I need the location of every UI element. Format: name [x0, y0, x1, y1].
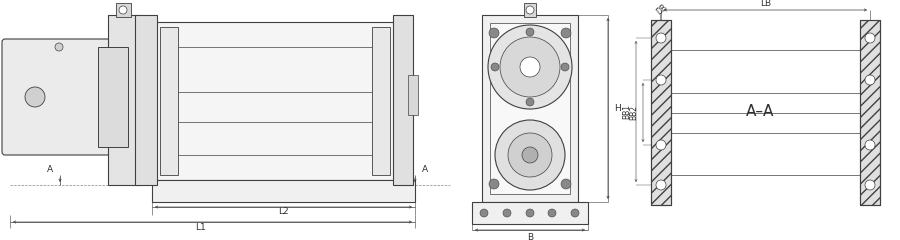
Text: BB1: BB1: [622, 104, 631, 119]
Bar: [155, 22, 395, 180]
Circle shape: [571, 209, 579, 217]
Circle shape: [561, 63, 569, 71]
Circle shape: [526, 209, 534, 217]
Circle shape: [480, 209, 488, 217]
Circle shape: [520, 57, 540, 77]
Circle shape: [656, 140, 666, 150]
Bar: [135, 15, 157, 185]
Circle shape: [865, 180, 875, 190]
Text: A: A: [422, 166, 428, 174]
Circle shape: [500, 37, 560, 97]
Text: LB: LB: [760, 0, 771, 8]
Circle shape: [25, 87, 45, 107]
Circle shape: [548, 209, 556, 217]
Circle shape: [526, 28, 534, 36]
Circle shape: [561, 179, 571, 189]
Bar: [524, 3, 536, 17]
Circle shape: [489, 179, 499, 189]
Circle shape: [55, 43, 63, 51]
Text: L1: L1: [194, 223, 205, 233]
Bar: [490, 23, 570, 194]
Circle shape: [489, 28, 499, 38]
Circle shape: [488, 25, 572, 109]
Circle shape: [508, 133, 552, 177]
Circle shape: [561, 28, 571, 38]
Circle shape: [865, 140, 875, 150]
Bar: [651, 20, 671, 205]
Circle shape: [495, 120, 565, 190]
Circle shape: [526, 98, 534, 106]
Circle shape: [522, 147, 538, 163]
Circle shape: [526, 6, 534, 14]
Circle shape: [119, 6, 127, 14]
Text: A–A: A–A: [746, 104, 774, 120]
Bar: [152, 180, 415, 202]
Bar: [98, 47, 128, 147]
Bar: [860, 20, 880, 205]
Circle shape: [491, 63, 499, 71]
Circle shape: [503, 209, 511, 217]
Bar: [108, 15, 140, 185]
Bar: [372, 27, 390, 175]
Bar: [860, 20, 880, 205]
FancyBboxPatch shape: [2, 39, 116, 155]
Bar: [651, 20, 671, 205]
Text: BB2: BB2: [629, 105, 638, 120]
Text: DB: DB: [655, 3, 670, 17]
Bar: [116, 3, 131, 17]
Text: A: A: [47, 166, 53, 174]
Circle shape: [865, 75, 875, 85]
Text: H: H: [614, 104, 621, 113]
Circle shape: [656, 180, 666, 190]
Bar: [160, 27, 178, 175]
Bar: [472, 202, 588, 224]
Circle shape: [865, 33, 875, 43]
Bar: [408, 75, 418, 115]
Text: L2: L2: [278, 208, 288, 216]
Circle shape: [656, 75, 666, 85]
Circle shape: [656, 33, 666, 43]
Bar: [482, 15, 578, 202]
Text: B: B: [526, 233, 533, 240]
Bar: [393, 15, 413, 185]
